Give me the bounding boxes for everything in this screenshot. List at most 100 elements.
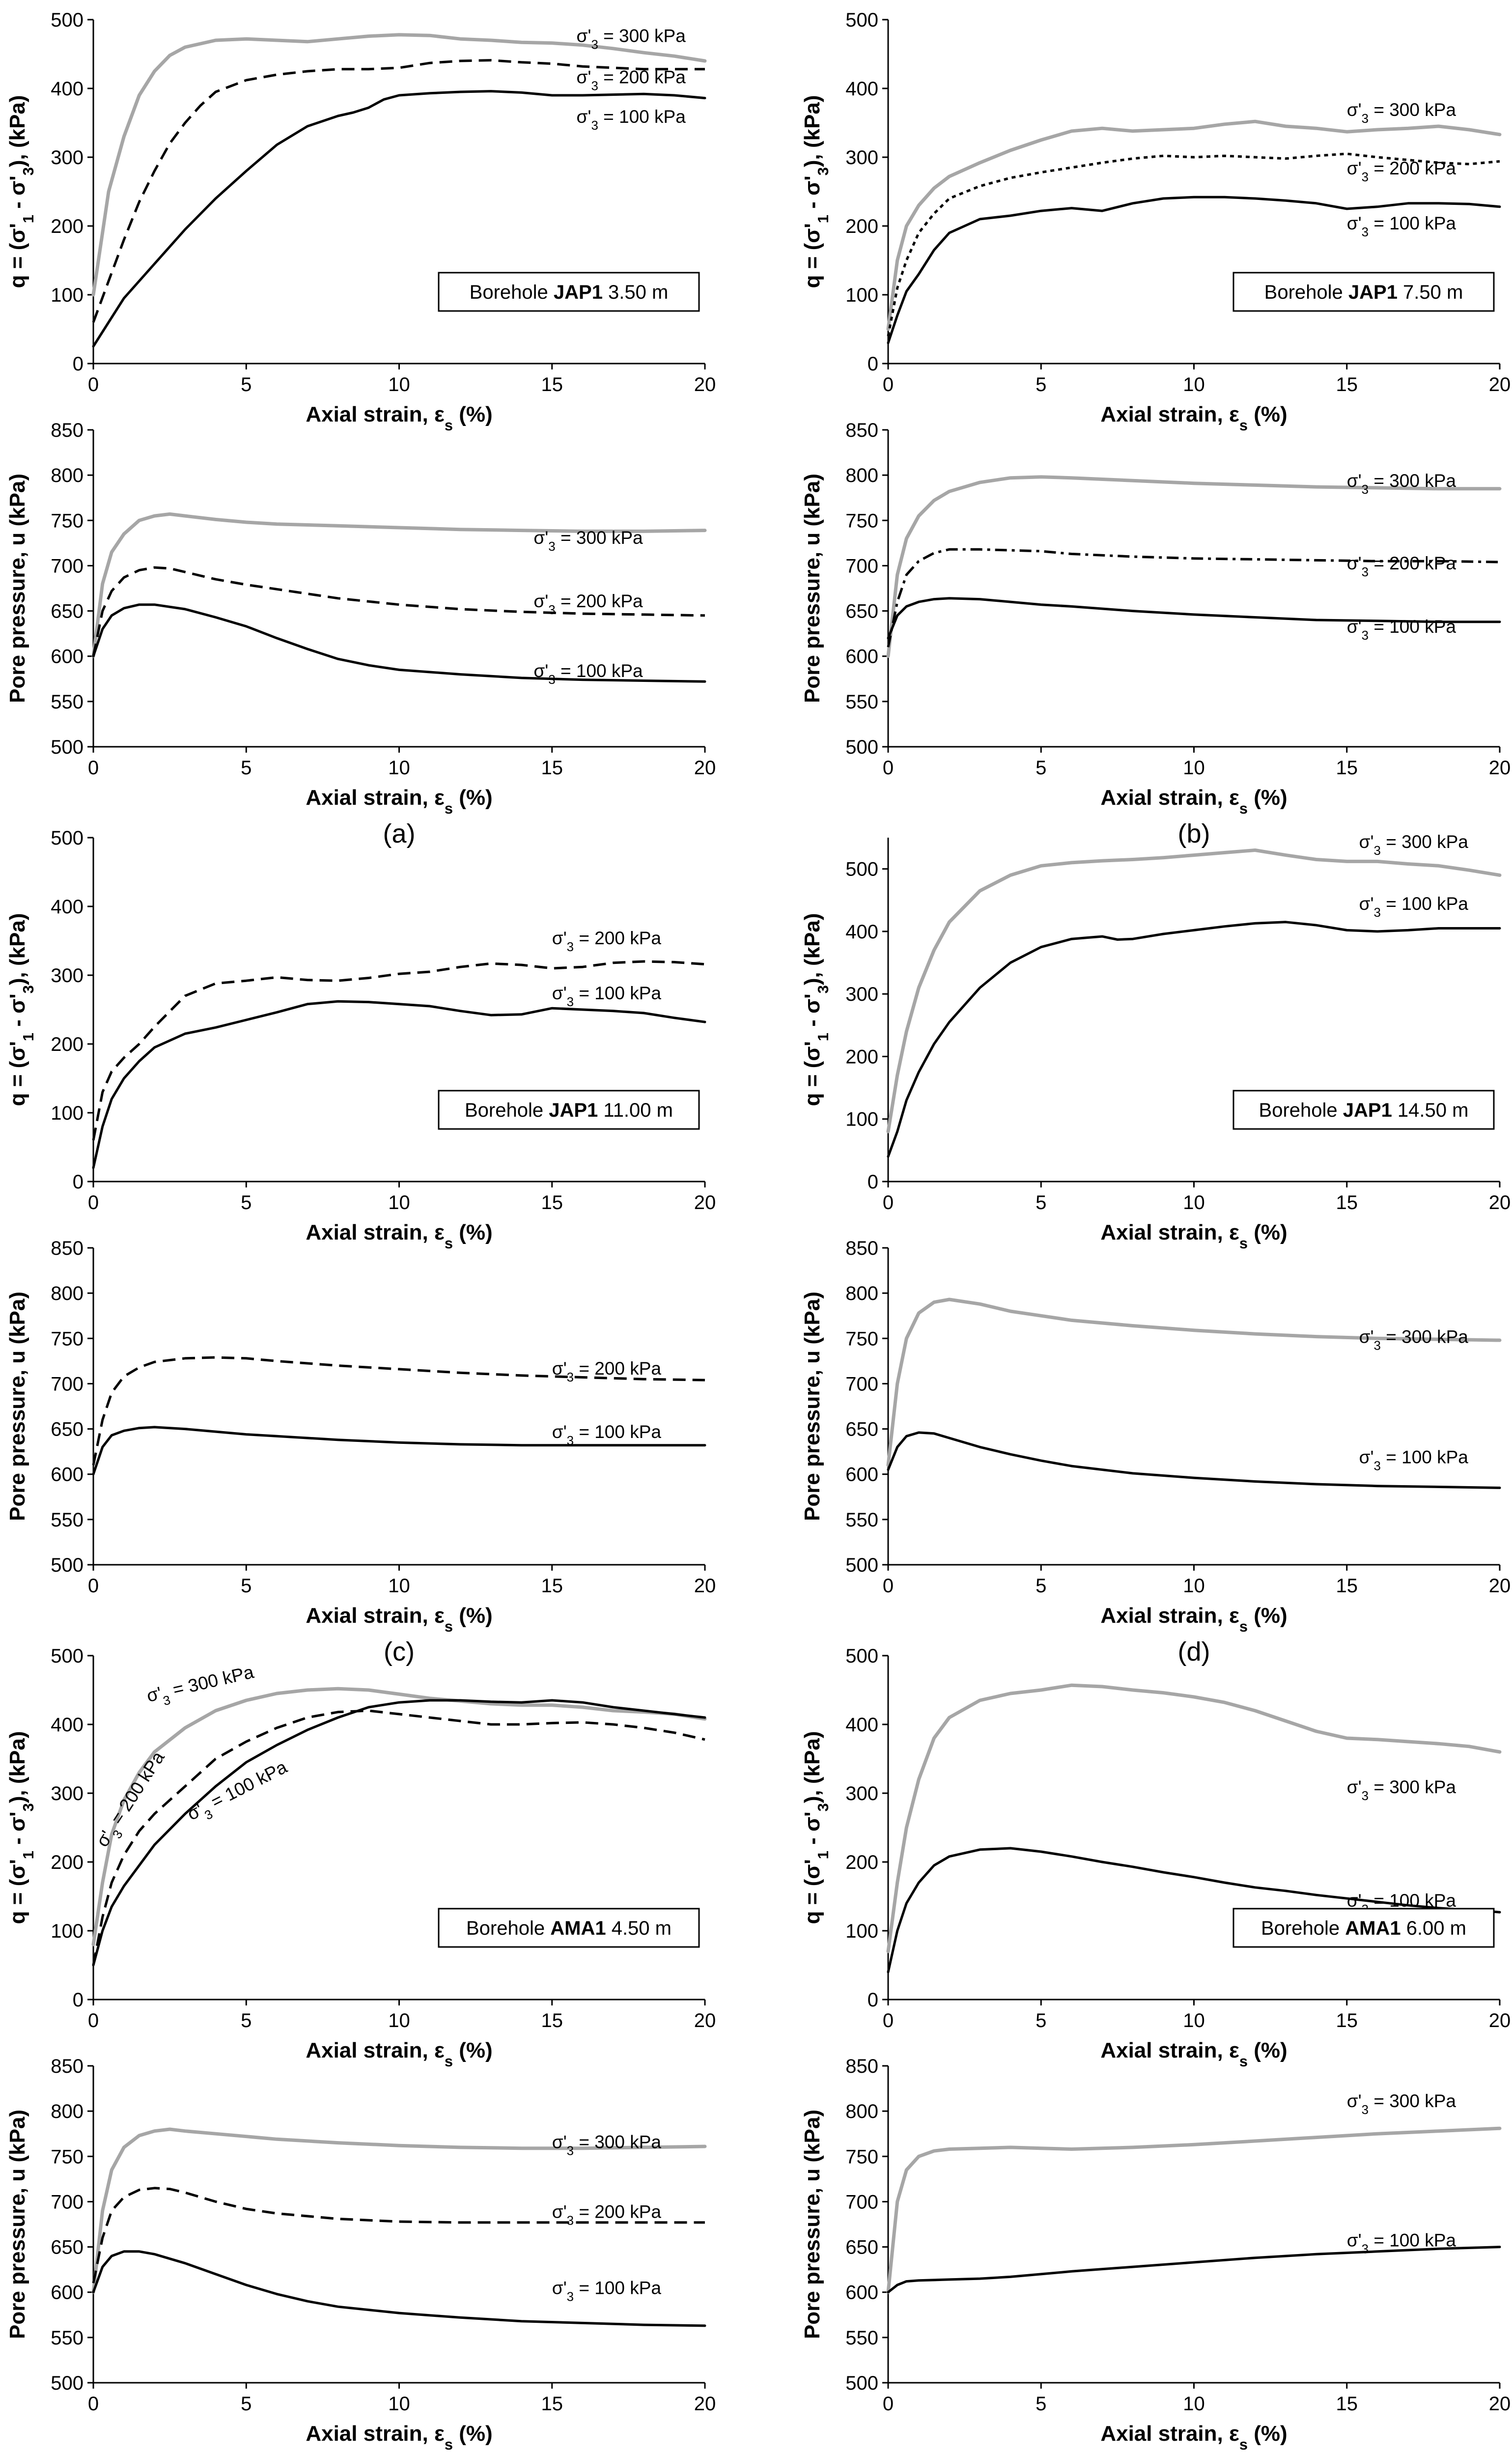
- y-tick-label: 100: [845, 1920, 878, 1942]
- y-tick-label: 650: [845, 601, 878, 622]
- series-line: [92, 566, 705, 657]
- y-tick-label: 850: [845, 2056, 878, 2077]
- y-tick-label: 100: [51, 1102, 84, 1124]
- x-tick-label: 20: [1489, 1575, 1511, 1597]
- series-line: [887, 1847, 1501, 1974]
- series-label: σ'3 = 300 kPa: [552, 2132, 662, 2158]
- y-tick-label: 850: [845, 1238, 878, 1259]
- x-tick-label: 20: [694, 757, 716, 779]
- y-tick-label: 400: [845, 1714, 878, 1736]
- y-tick-label: 600: [845, 2282, 878, 2304]
- x-tick-label: 15: [1336, 374, 1358, 395]
- x-tick-label: 10: [1183, 2010, 1205, 2031]
- x-axis-title: Axial strain, εs (%): [1100, 786, 1287, 817]
- x-tick-label: 0: [88, 374, 99, 395]
- series-label: σ'3 = 300 kPa: [1347, 100, 1456, 126]
- x-tick-label: 5: [241, 1575, 252, 1597]
- y-tick-label: 800: [51, 2101, 84, 2122]
- series-label: σ'3 = 300 kPa: [577, 26, 686, 52]
- x-tick-label: 15: [1336, 757, 1358, 779]
- borehole-prefix: Borehole: [1261, 1917, 1345, 1939]
- x-axis-title: Axial strain, εs (%): [306, 786, 492, 817]
- x-tick-label: 10: [388, 1575, 410, 1597]
- x-tick-label: 20: [694, 2010, 716, 2031]
- y-tick-label: 600: [51, 1464, 84, 1486]
- y-axis-title: Pore pressure, u (kPa): [5, 2110, 29, 2339]
- x-tick-label: 0: [883, 757, 894, 779]
- series-line: [887, 1431, 1501, 1489]
- panel-2-q-chart: 0 100 200 300 400 500 0 5 10 15 20 Axial strain, εs…: [5, 827, 716, 1252]
- x-tick-label: 5: [241, 2010, 252, 2031]
- y-tick-label: 550: [51, 1509, 84, 1531]
- y-axis-title: Pore pressure, u (kPa): [800, 1292, 824, 1521]
- y-tick-label: 650: [51, 1419, 84, 1440]
- y-tick-label: 850: [51, 1238, 84, 1259]
- y-tick-label: 200: [51, 1034, 84, 1055]
- y-tick-label: 400: [51, 78, 84, 100]
- series-label: σ'3 = 100 kPa: [1347, 2230, 1456, 2256]
- borehole-label: Borehole JAP1 7.50 m: [1264, 282, 1463, 303]
- series-label: σ'3 = 100 kPa: [1347, 213, 1456, 239]
- y-axis-title: Pore pressure, u (kPa): [800, 2110, 824, 2339]
- panel-3-q-chart: 0 100 200 300 400 500 0 5 10 15 20 Axial strain, εs…: [800, 832, 1511, 1252]
- y-tick-label: 600: [51, 2282, 84, 2304]
- borehole-depth: 4.50 m: [606, 1917, 672, 1939]
- y-tick-label: 700: [51, 555, 84, 577]
- series-line: [91, 512, 707, 658]
- series-label: σ'3 = 100 kPa: [577, 107, 686, 133]
- x-tick-label: 20: [694, 2393, 716, 2415]
- x-tick-label: 0: [883, 2393, 894, 2415]
- series-label: σ'3 = 300 kPa: [1359, 832, 1469, 858]
- series-line: [887, 921, 1501, 1158]
- x-tick-label: 10: [388, 757, 410, 779]
- y-tick-label: 500: [51, 827, 84, 849]
- x-tick-label: 5: [1036, 2393, 1046, 2415]
- y-tick-label: 400: [51, 1714, 84, 1736]
- x-axis-title: Axial strain, εs (%): [1100, 402, 1287, 434]
- y-tick-label: 800: [845, 465, 878, 486]
- borehole-name: JAP1: [1343, 1100, 1392, 1121]
- series-line: [886, 1297, 1502, 1467]
- borehole-label: Borehole AMA1 4.50 m: [466, 1917, 672, 1939]
- y-tick-label: 0: [868, 353, 878, 375]
- y-tick-label: 500: [845, 1554, 878, 1576]
- x-tick-label: 5: [1036, 1575, 1046, 1597]
- series-line: [91, 2127, 707, 2294]
- series-line: [886, 475, 1502, 658]
- series-line: [92, 1426, 706, 1476]
- borehole-name: JAP1: [1348, 282, 1398, 303]
- x-tick-label: 15: [541, 374, 563, 395]
- x-tick-label: 10: [1183, 757, 1205, 779]
- y-tick-label: 500: [51, 9, 84, 31]
- x-tick-label: 10: [388, 374, 410, 395]
- y-tick-label: 200: [845, 1852, 878, 1873]
- x-tick-label: 0: [88, 757, 99, 779]
- series-line: [886, 848, 1502, 1133]
- borehole-label: Borehole AMA1 6.00 m: [1261, 1917, 1466, 1939]
- y-tick-label: 600: [845, 1464, 878, 1486]
- x-axis-title: Axial strain, εs (%): [306, 2422, 492, 2453]
- borehole-prefix: Borehole: [1264, 282, 1348, 303]
- y-tick-label: 0: [73, 353, 84, 375]
- series-label: σ'3 = 300 kPa: [533, 528, 643, 554]
- borehole-prefix: Borehole: [466, 1917, 550, 1939]
- series-label: σ'3 = 300 kPa: [1347, 1777, 1456, 1803]
- series-line: [92, 2187, 705, 2284]
- y-tick-label: 500: [51, 736, 84, 758]
- x-tick-label: 15: [541, 1192, 563, 1213]
- y-tick-label: 550: [845, 2327, 878, 2349]
- y-axis-title: q = (σ'1 - σ'3), (kPa): [800, 913, 832, 1106]
- y-tick-label: 700: [51, 2191, 84, 2213]
- borehole-name: JAP1: [549, 1100, 598, 1121]
- y-tick-label: 700: [845, 2191, 878, 2213]
- series-line: [92, 2250, 706, 2327]
- borehole-label: Borehole JAP1 3.50 m: [470, 282, 669, 303]
- x-tick-label: 10: [388, 1192, 410, 1213]
- series-line: [92, 90, 706, 348]
- x-tick-label: 5: [1036, 374, 1046, 395]
- x-tick-label: 20: [1489, 2393, 1511, 2415]
- x-tick-label: 10: [1183, 1192, 1205, 1213]
- y-axis-title: q = (σ'1 - σ'3), (kPa): [800, 1731, 832, 1924]
- series-label: σ'3 = 300 kPa: [1359, 1327, 1469, 1353]
- x-tick-label: 15: [541, 1575, 563, 1597]
